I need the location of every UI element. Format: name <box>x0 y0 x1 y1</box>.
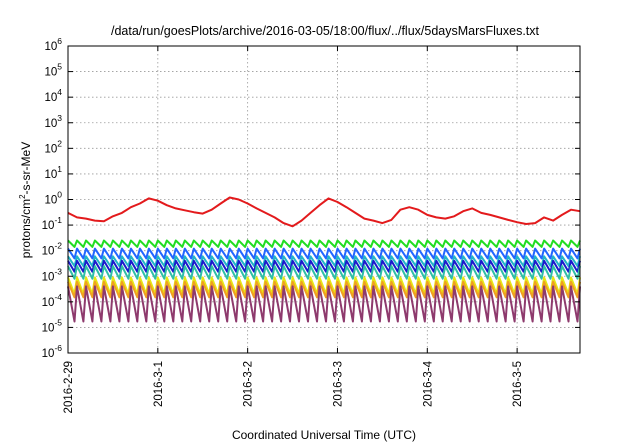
y-tick-label: 103 <box>44 113 62 130</box>
series-line-4 <box>67 255 581 268</box>
series-line-3 <box>67 247 581 260</box>
y-axis-label: protons/cm2-s-sr-MeV <box>18 142 33 258</box>
y-tick-label: 100 <box>44 190 62 207</box>
y-tick-label: 10-6 <box>42 343 63 360</box>
x-tick-label: 2016-3-3 <box>332 361 344 407</box>
y-tick-label: 10-5 <box>42 317 63 334</box>
y-axis-label-main: protons/cm <box>19 199 33 258</box>
y-tick-label: 10-3 <box>42 266 63 283</box>
y-tick-label: 104 <box>44 87 62 104</box>
y-axis-label-sup: 2 <box>18 194 27 199</box>
x-axis-label: Coordinated Universal Time (UTC) <box>232 428 416 442</box>
y-tick-label: 10-2 <box>42 241 63 258</box>
series-line-6 <box>67 265 581 280</box>
series-line-1 <box>67 196 581 228</box>
series-layer <box>67 196 581 323</box>
y-tick-label: 101 <box>44 164 62 181</box>
x-tick-label: 2016-3-4 <box>422 360 434 407</box>
x-tick-label: 2016-3-5 <box>512 361 524 407</box>
y-tick-label: 10-4 <box>42 292 63 309</box>
x-tick-label: 2016-3-2 <box>243 361 255 407</box>
x-tick-label: 2016-2-29 <box>63 361 75 413</box>
y-tick-label: 102 <box>44 138 62 155</box>
x-tick-label: 2016-3-1 <box>153 361 165 407</box>
series-line-5 <box>67 259 581 273</box>
series-line-2 <box>67 239 581 248</box>
y-tick-label: 106 <box>44 36 62 53</box>
y-tick-label: 10-1 <box>42 215 63 232</box>
x-axis-ticks: 2016-2-29 2016-3-1 2016-3-2 2016-3-3 2016-3-… <box>63 46 524 413</box>
y-tick-label: 105 <box>44 62 62 79</box>
y-axis-label-tail: -s-sr-MeV <box>19 142 33 195</box>
chart-title: /data/run/goesPlots/archive/2016-03-05/1… <box>111 24 540 38</box>
series-line-8 <box>67 280 581 299</box>
series-line-9 <box>67 285 581 323</box>
y-axis-ticks: 106 105 104 103 102 101 100 10-1 10-2 10-3 10-4 10-… <box>42 36 580 360</box>
